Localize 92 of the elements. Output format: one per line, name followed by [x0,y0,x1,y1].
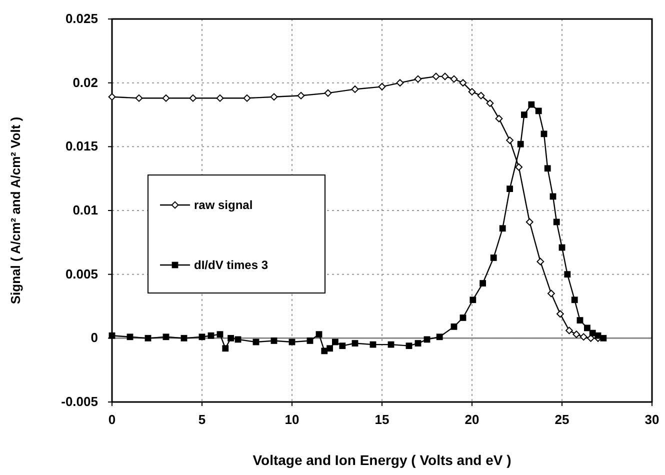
point [297,92,305,100]
point [270,93,278,101]
point [234,336,242,343]
point [414,75,422,83]
point [506,136,514,144]
point [580,333,588,341]
x-tick-label: 25 [554,412,570,427]
point [326,345,333,352]
point [515,163,522,171]
x-tick-label: 5 [198,412,206,427]
point [495,114,503,122]
point [521,112,528,118]
x-tick-label: 10 [284,412,300,427]
point [306,338,314,344]
legend-label: raw signal [194,198,253,212]
point [556,310,564,318]
y-tick-label: 0.025 [65,11,98,26]
point [526,218,534,226]
point [460,314,466,321]
point [536,258,544,266]
y-tick-label: 0.01 [72,202,98,218]
point [216,94,224,102]
point [216,331,224,338]
x-tick-label: 20 [464,412,480,427]
point [198,334,206,340]
legend-label: dI/dV times 3 [194,258,268,272]
point [486,100,494,107]
point [450,323,458,330]
point [499,225,506,232]
y-tick-label: 0.015 [65,138,98,154]
point [535,108,542,114]
point [189,94,197,102]
point [589,330,596,336]
x-tick-label: 15 [374,412,390,427]
point [162,94,170,102]
point [180,334,188,342]
point [324,89,332,97]
point [441,72,449,80]
point [126,334,134,340]
point [576,317,584,324]
point [528,101,535,108]
y-tick-label: 0.02 [72,74,98,90]
point [414,340,422,346]
point [351,86,359,93]
point [571,296,578,304]
y-tick-label: 0 [90,330,98,346]
point [396,79,404,87]
point [506,186,513,192]
point [459,79,467,87]
point [468,88,476,96]
point [490,254,497,261]
point [517,140,524,148]
point [144,334,152,342]
point [553,218,560,226]
point [424,336,430,343]
point [548,290,555,298]
point [544,165,551,172]
x-axis-title: Voltage and Ion Energy ( Volts and eV ) [252,452,512,468]
y-axis-title: Signal ( A/cm² and A/cm² Volt ) [8,116,23,304]
point [450,75,458,83]
point [584,324,590,332]
point [321,348,328,354]
point [208,332,214,339]
point [477,92,485,100]
point [378,82,386,90]
point [135,94,143,102]
x-tick-label: 30 [644,412,660,427]
point [540,130,548,138]
point [243,94,251,102]
point [470,296,476,304]
point [600,334,607,342]
x-tick-label: 0 [108,412,116,427]
point [370,341,376,348]
point [108,93,116,101]
point [572,330,580,338]
point [436,334,443,340]
point [480,280,486,286]
point [332,338,338,346]
y-tick-label: -0.005 [61,394,98,409]
y-tick-label: 0.005 [65,266,98,282]
point [566,326,573,334]
point [316,331,322,338]
point [270,338,278,344]
point [406,342,412,350]
point [432,72,440,80]
point [222,345,229,352]
point [564,271,571,278]
point [339,342,346,350]
point [228,334,234,342]
point [162,334,170,340]
point [388,341,394,348]
point [352,340,358,346]
